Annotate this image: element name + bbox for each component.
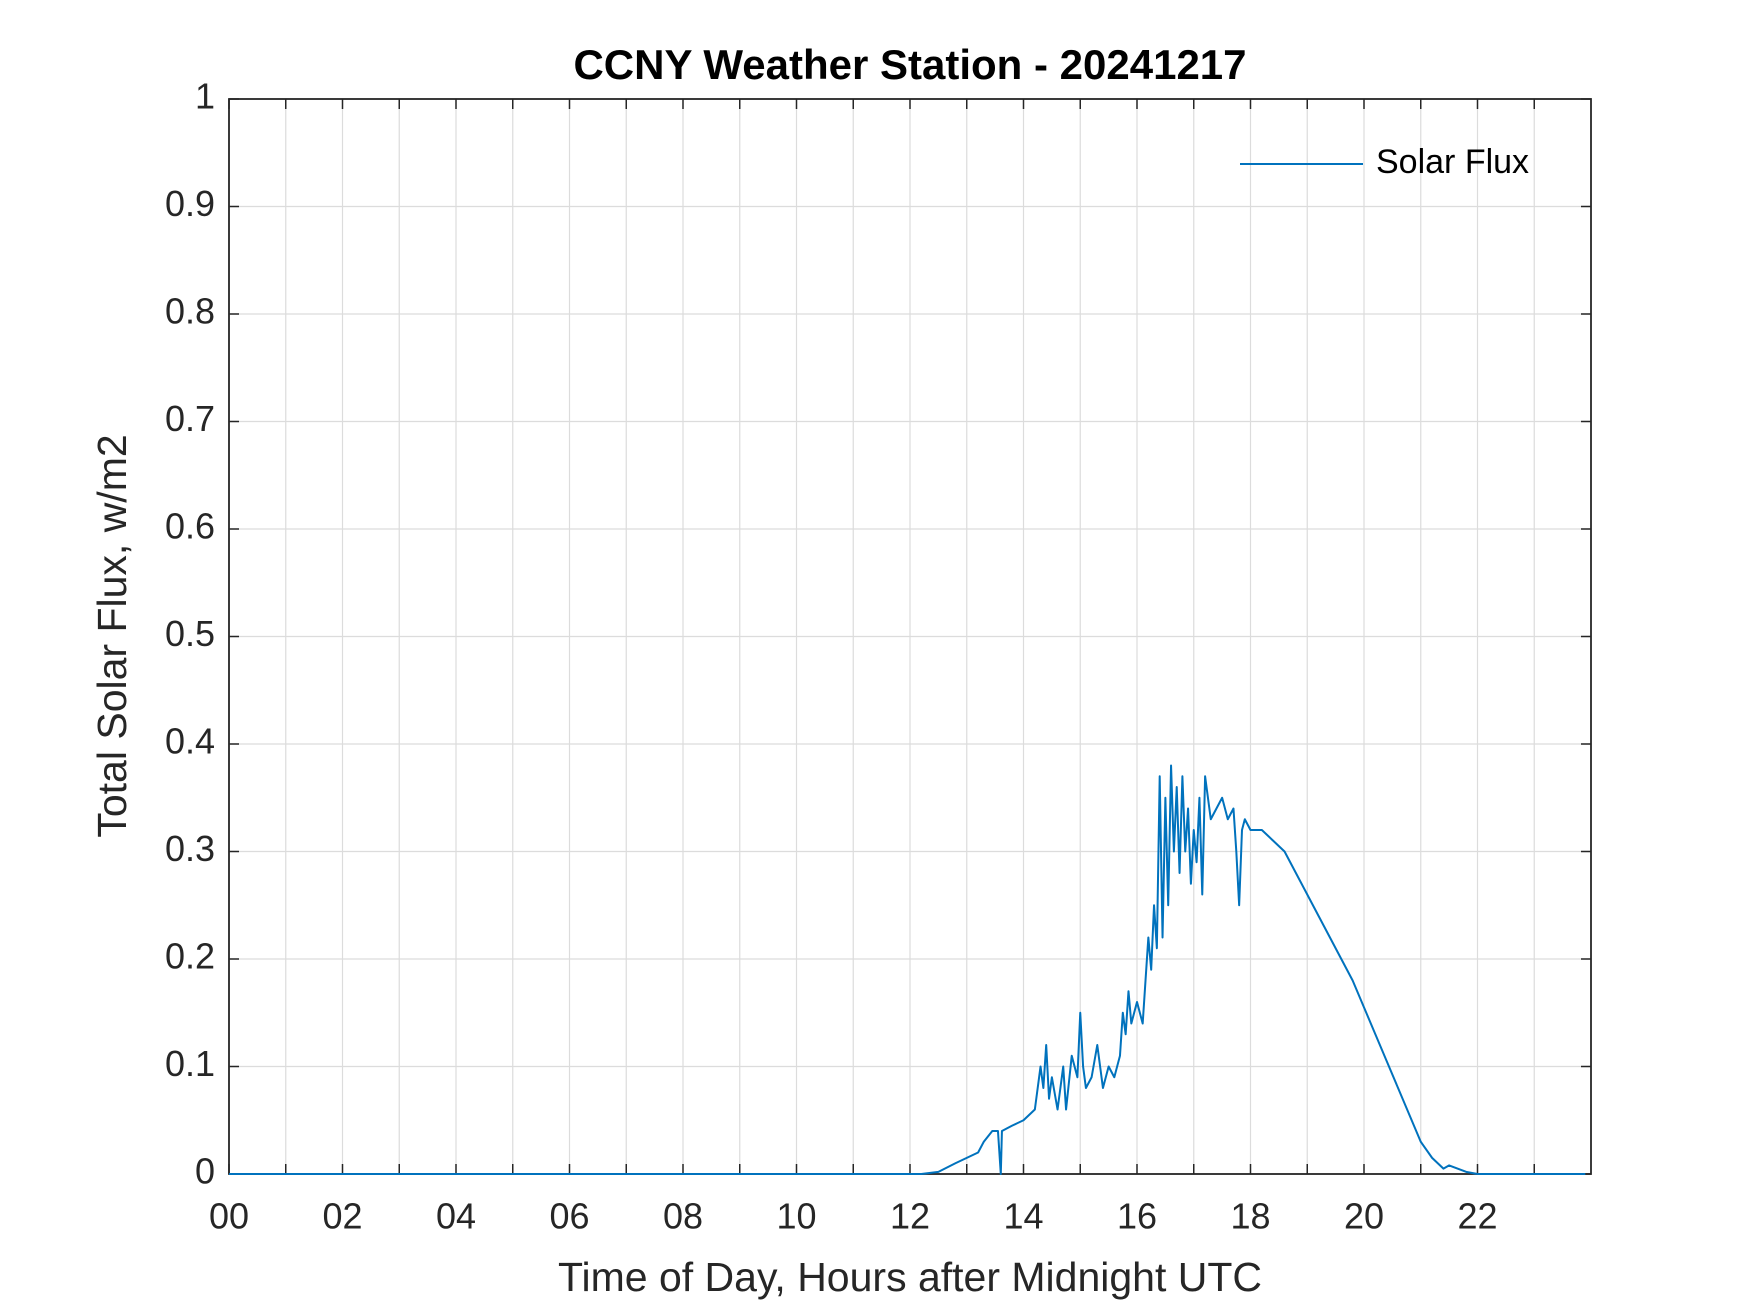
x-tick-label: 04 <box>436 1196 476 1237</box>
x-tick-label: 22 <box>1457 1196 1497 1237</box>
x-tick-label: 06 <box>549 1196 589 1237</box>
y-tick-label: 0.1 <box>165 1043 215 1084</box>
y-tick-label: 0.2 <box>165 936 215 977</box>
data-line <box>229 764 1586 1175</box>
y-axis-label: Total Solar Flux, w/m2 <box>89 434 135 837</box>
y-tick-label: 0.3 <box>165 828 215 869</box>
x-tick-label: 00 <box>209 1196 249 1237</box>
x-tick-label: 16 <box>1117 1196 1157 1237</box>
chart-title: CCNY Weather Station - 20241217 <box>573 41 1246 88</box>
y-tick-label: 0.8 <box>165 291 215 332</box>
x-tick-label: 14 <box>1003 1196 1043 1237</box>
y-tick-label: 0.4 <box>165 721 215 762</box>
x-tick-label: 20 <box>1344 1196 1384 1237</box>
x-tick-label: 12 <box>890 1196 930 1237</box>
x-tick-label: 10 <box>776 1196 816 1237</box>
y-tick-label: 1 <box>195 76 215 117</box>
y-tick-label: 0 <box>195 1151 215 1192</box>
y-tick-label: 0.6 <box>165 506 215 547</box>
x-tick-label: 02 <box>322 1196 362 1237</box>
legend-label: Solar Flux <box>1376 143 1529 181</box>
y-tick-label: 0.7 <box>165 398 215 439</box>
x-tick-label: 08 <box>663 1196 703 1237</box>
y-tick-label: 0.5 <box>165 613 215 654</box>
x-axis-label: Time of Day, Hours after Midnight UTC <box>558 1254 1262 1300</box>
x-tick-label: 18 <box>1230 1196 1270 1237</box>
y-tick-label: 0.9 <box>165 183 215 224</box>
